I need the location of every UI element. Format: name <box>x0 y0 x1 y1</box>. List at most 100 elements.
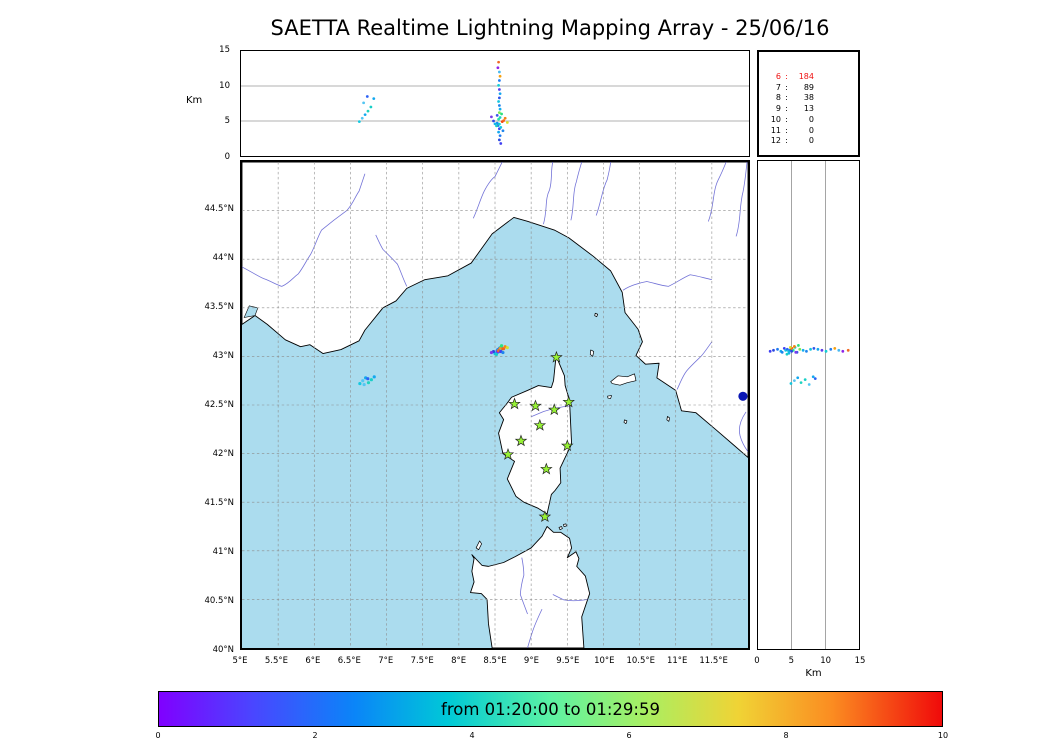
tick-label: 15 <box>219 45 230 55</box>
island-giglio <box>666 416 670 422</box>
colorbar-title: from 01:20:00 to 01:29:59 <box>441 699 660 719</box>
island-maddalena <box>558 523 567 531</box>
lightning-source <box>501 129 505 133</box>
station-count-row: 9: 13 <box>767 104 858 115</box>
colon: : <box>785 104 788 114</box>
tick-label: 0 <box>224 152 230 162</box>
lightning-source <box>824 349 828 353</box>
tick-label: 11.5°E <box>699 656 728 666</box>
tick-label: 4 <box>469 731 475 740</box>
tick-label: 43°N <box>212 350 234 361</box>
tick-label: 0 <box>155 731 161 740</box>
tick-label: 44.5°N <box>204 204 234 214</box>
lightning-source <box>495 124 498 128</box>
station-count-label: 9 <box>775 104 781 114</box>
lightning-source <box>497 79 501 82</box>
altitude-tick-labels-top: 15 10 5 0 <box>204 45 230 162</box>
lightning-source <box>780 350 784 354</box>
lightning-source <box>498 134 502 138</box>
lightning-source <box>357 120 361 124</box>
tick-label: 5 <box>788 656 795 666</box>
tick-label: 44°N <box>212 253 234 263</box>
station-count-label: 6 <box>775 72 781 81</box>
lightning-sources-map <box>358 344 509 387</box>
station-star-icon <box>547 403 561 416</box>
source-count-value: 0 <box>808 125 814 135</box>
map <box>242 162 748 648</box>
altitude-latitude-panel <box>757 160 860 650</box>
lightning-source <box>369 378 373 382</box>
tick-label: 0 <box>754 656 760 666</box>
lightning-source <box>798 347 802 351</box>
station-count-row: 10: 0 <box>767 115 858 126</box>
lightning-source <box>829 347 833 351</box>
lightning-source <box>366 377 370 381</box>
lightning-source <box>807 383 811 386</box>
lightning-source <box>796 376 800 380</box>
colorbar-tick-labels: 0 2 4 6 8 10 <box>155 731 948 741</box>
lightning-source <box>813 377 817 381</box>
river-tiber <box>738 411 748 452</box>
lightning-source <box>493 122 497 126</box>
station-star-icon <box>514 434 528 447</box>
station-star-icon <box>508 397 521 410</box>
lightning-source <box>358 381 362 386</box>
lightning-source <box>776 347 779 351</box>
lightning-source <box>785 347 789 351</box>
station-star-icon <box>529 399 542 412</box>
lightning-source <box>497 104 501 107</box>
island-elba <box>610 373 637 386</box>
tick-label: 10 <box>937 731 949 740</box>
island-montecristo <box>623 419 628 424</box>
colon: : <box>785 82 788 92</box>
river-tirso <box>527 608 543 648</box>
lightning-source <box>366 381 371 385</box>
tick-label: 8 <box>783 731 789 740</box>
station-count-row: 11: 0 <box>767 126 858 137</box>
island-pianosa <box>607 395 612 399</box>
lightning-source <box>499 344 504 348</box>
island-gorgona <box>594 312 599 318</box>
lightning-source <box>787 351 791 355</box>
river-po-trib-1 <box>472 162 503 219</box>
tick-label: 5.5°E <box>264 656 288 666</box>
lightning-source <box>362 101 366 105</box>
source-count-value: 38 <box>803 93 814 103</box>
lightning-source <box>497 83 500 87</box>
lightning-source <box>497 100 500 103</box>
lightning-source <box>498 116 502 119</box>
lightning-source <box>502 119 506 123</box>
lightning-source <box>498 107 502 111</box>
lightning-source <box>497 88 501 91</box>
tick-label: 9.5°E <box>556 656 580 666</box>
colon: : <box>785 136 788 146</box>
river-var <box>375 234 408 287</box>
station-count-row: 8: 38 <box>767 93 858 104</box>
tick-label: 5 <box>224 116 230 127</box>
lightning-sources-altitude-lon <box>357 60 509 145</box>
river-ombrone <box>676 341 713 390</box>
lightning-source <box>803 378 807 381</box>
station-star-icon <box>501 448 515 460</box>
coastline-sardinia <box>470 526 591 648</box>
altitude-latitude-plot <box>768 161 850 649</box>
tick-label: 15 <box>854 656 866 666</box>
graticule <box>242 162 748 648</box>
station-count-label: 10 <box>770 114 781 124</box>
lightning-source <box>497 122 501 126</box>
altitude-axis-label-right: Km <box>805 668 822 679</box>
lightning-source <box>805 349 808 353</box>
river-coghinas <box>519 557 528 615</box>
altitude-axis-label-top: Km <box>186 95 203 106</box>
lightning-source <box>768 349 772 353</box>
colon: : <box>785 93 788 103</box>
figure-title: SAETTA Realtime Lightning Mapping Array … <box>270 16 830 40</box>
river-cedrino <box>552 594 588 602</box>
lightning-source <box>360 116 364 120</box>
river-po-trib-4 <box>595 162 612 216</box>
lightning-source <box>793 379 796 382</box>
lightning-source <box>499 142 503 145</box>
lightning-source <box>495 114 499 117</box>
tick-label: 40°N <box>212 645 234 655</box>
lightning-source <box>809 347 812 351</box>
